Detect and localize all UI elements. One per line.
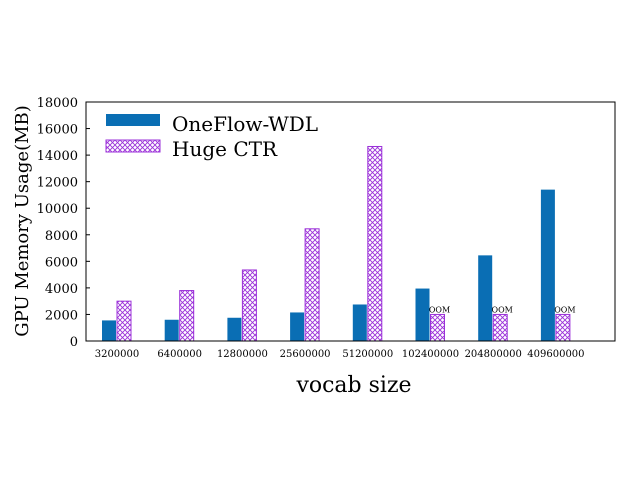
- y-tick-label: 12000: [37, 176, 78, 191]
- bars-layer: [102, 145, 571, 342]
- x-axis-title: vocab size: [295, 373, 411, 398]
- bar-oneflow-wdl: [540, 189, 555, 341]
- y-axis-title: GPU Memory Usage(MB): [12, 105, 33, 337]
- x-tick-label: 25600000: [280, 349, 331, 360]
- y-tick-label: 0: [70, 335, 78, 350]
- x-tick-label: 102400000: [402, 349, 459, 360]
- legend-label-huge-ctr: Huge CTR: [172, 137, 278, 161]
- y-tick-label: 6000: [45, 255, 78, 270]
- plot-frame: [85, 101, 616, 342]
- bar-huge-ctr: [179, 290, 195, 342]
- bar-oneflow-wdl: [415, 288, 430, 341]
- bar-huge-ctr: [367, 145, 383, 342]
- bar-oneflow-wdl: [164, 319, 179, 341]
- bar-oneflow-wdl: [352, 304, 367, 341]
- x-tick-label: 204800000: [465, 349, 522, 360]
- data-label-oom: OOM: [492, 305, 513, 314]
- bar-huge-ctr: [430, 313, 445, 342]
- bar-oneflow-wdl: [102, 320, 116, 341]
- legend-swatch-oneflow-wdl: [106, 114, 160, 126]
- bar-huge-ctr: [304, 228, 320, 342]
- bar-huge-ctr: [241, 269, 257, 342]
- legend-label-oneflow-wdl: OneFlow-WDL: [172, 112, 318, 136]
- bar-huge-ctr: [492, 313, 508, 342]
- y-tick-label: 14000: [37, 149, 78, 164]
- data-label-oom: OOM: [429, 305, 450, 314]
- x-tick-label: 51200000: [342, 349, 393, 360]
- x-tick-label: 409600000: [527, 349, 584, 360]
- bar-oneflow-wdl: [290, 312, 305, 341]
- data-label-oom: OOM: [554, 305, 575, 314]
- y-tick-label: 4000: [45, 282, 78, 297]
- bar-oneflow-wdl: [478, 255, 493, 341]
- y-tick-label: 18000: [37, 96, 78, 111]
- y-tick-label: 16000: [37, 123, 78, 138]
- legend-swatch-huge-ctr: [105, 139, 161, 153]
- x-tick-label: 6400000: [157, 349, 202, 360]
- bar-huge-ctr: [555, 313, 571, 342]
- x-tick-label: 12800000: [217, 349, 268, 360]
- y-tick-label: 2000: [45, 308, 78, 323]
- y-tick-label: 8000: [45, 229, 78, 244]
- data-labels-layer: OOM OOM OOM: [429, 305, 576, 314]
- x-tick-label: 3200000: [95, 349, 140, 360]
- bar-oneflow-wdl: [227, 317, 242, 341]
- axes-layer: 0 2000 4000 6000 8000 10000 12000 14000 16000 180…: [37, 96, 585, 360]
- y-tick-label: 10000: [37, 202, 78, 217]
- bar-huge-ctr: [116, 300, 132, 342]
